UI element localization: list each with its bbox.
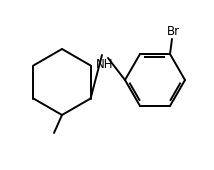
Text: Br: Br	[166, 24, 180, 38]
Text: NH: NH	[96, 57, 114, 71]
